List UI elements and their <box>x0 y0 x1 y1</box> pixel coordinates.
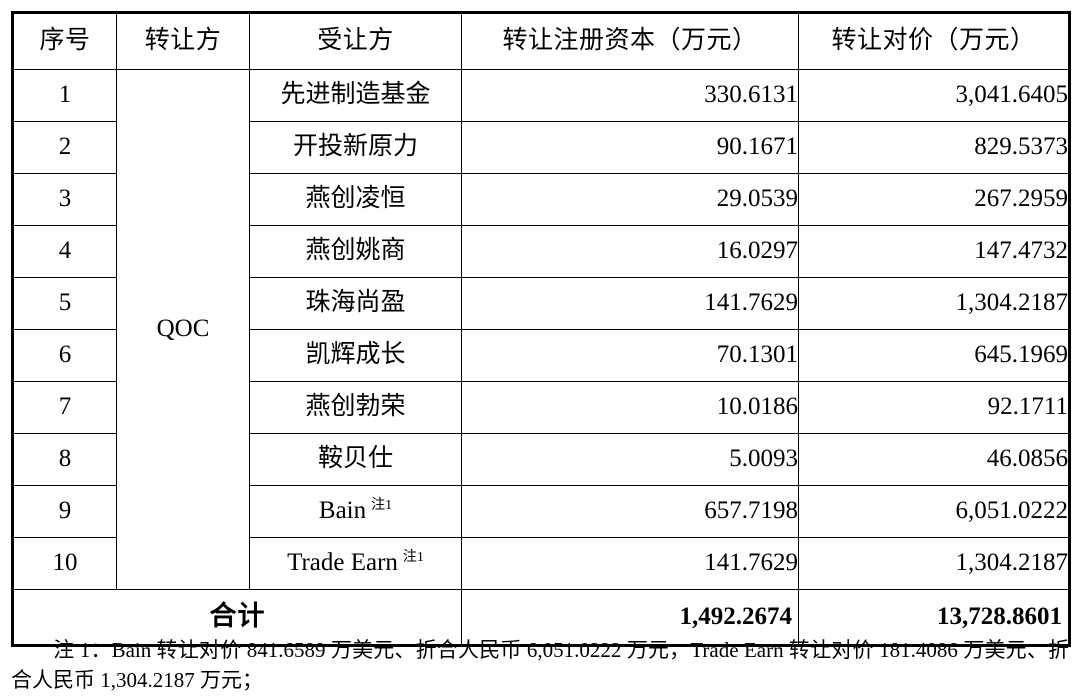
transferee-name: Bain <box>318 497 367 525</box>
column-header-transferee: 受让方 <box>249 12 462 70</box>
cell-transferee: 珠海尚盈 <box>249 277 462 330</box>
cell-capital: 141.7629 <box>461 537 799 590</box>
cell-seq: 3 <box>12 173 117 226</box>
cell-price: 46.0856 <box>798 433 1070 486</box>
cell-price: 6,051.0222 <box>798 485 1070 538</box>
cell-seq: 1 <box>12 69 117 122</box>
cell-transferee: Bain 注1 <box>249 485 462 538</box>
cell-transferee: 先进制造基金 <box>249 69 462 122</box>
cell-capital: 330.6131 <box>461 69 799 122</box>
cell-price: 1,304.2187 <box>798 537 1070 590</box>
cell-transferee: 鞍贝仕 <box>249 433 462 486</box>
cell-seq: 8 <box>12 433 117 486</box>
cell-transferee: 燕创姚商 <box>249 225 462 278</box>
cell-price: 267.2959 <box>798 173 1070 226</box>
column-header-transferor: 转让方 <box>116 12 250 70</box>
transferee-name: Trade Earn <box>287 549 398 577</box>
cell-seq: 9 <box>12 485 117 538</box>
footnote-marker: 注1 <box>371 497 393 513</box>
cell-seq: 4 <box>12 225 117 278</box>
cell-capital: 90.1671 <box>461 121 799 174</box>
cell-price: 829.5373 <box>798 121 1070 174</box>
footnote-text: 注 1：Bain 转让对价 841.6589 万美元、折合人民币 6,051.0… <box>11 638 1069 692</box>
table-total-row: 合计 1,492.2674 13,728.8601 <box>12 589 1070 646</box>
cell-capital: 29.0539 <box>461 173 799 226</box>
cell-capital: 16.0297 <box>461 225 799 278</box>
cell-price: 92.1711 <box>798 381 1070 434</box>
cell-price: 1,304.2187 <box>798 277 1070 330</box>
table-header: 序号 转让方 受让方 转让注册资本（万元） 转让对价（万元） <box>12 12 1070 70</box>
cell-capital: 10.0186 <box>461 381 799 434</box>
cell-seq: 10 <box>12 537 117 590</box>
cell-capital: 141.7629 <box>461 277 799 330</box>
table-footnote: 注 1：Bain 转让对价 841.6589 万美元、折合人民币 6,051.0… <box>11 636 1069 696</box>
cell-price: 3,041.6405 <box>798 69 1070 122</box>
table-row: 3 燕创凌恒 29.0539 267.2959 <box>12 173 1070 226</box>
column-header-capital: 转让注册资本（万元） <box>461 12 799 70</box>
cell-transferee: 燕创勃荣 <box>249 381 462 434</box>
cell-transferee: 开投新原力 <box>249 121 462 174</box>
table-row: 10 Trade Earn 注1 141.7629 1,304.2187 <box>12 537 1070 590</box>
transferee-name: 燕创勃荣 <box>305 393 406 421</box>
total-label: 合计 <box>12 589 462 646</box>
cell-transferee: 凯辉成长 <box>249 329 462 382</box>
transferee-name: 凯辉成长 <box>305 341 406 369</box>
cell-transferee: Trade Earn 注1 <box>249 537 462 590</box>
table-row: 1 QOC 先进制造基金 330.6131 3,041.6405 <box>12 69 1070 590</box>
table-row: 5 珠海尚盈 141.7629 1,304.2187 <box>12 277 1070 330</box>
cell-transferor: QOC <box>116 69 250 590</box>
transferee-name: 珠海尚盈 <box>305 289 406 317</box>
table-body: 1 QOC 先进制造基金 330.6131 3,041.6405 2 开投新原力… <box>12 69 1070 646</box>
equity-transfer-table: 序号 转让方 受让方 转让注册资本（万元） 转让对价（万元） 1 QOC 先进制… <box>11 11 1071 647</box>
cell-seq: 5 <box>12 277 117 330</box>
column-header-price: 转让对价（万元） <box>798 12 1070 70</box>
cell-seq: 7 <box>12 381 117 434</box>
equity-transfer-table-wrapper: 序号 转让方 受让方 转让注册资本（万元） 转让对价（万元） 1 QOC 先进制… <box>11 11 1071 647</box>
table-row: 8 鞍贝仕 5.0093 46.0856 <box>12 433 1070 486</box>
transferee-name: 燕创姚商 <box>305 237 406 265</box>
cell-seq: 6 <box>12 329 117 382</box>
transferee-name: 燕创凌恒 <box>305 185 406 213</box>
transferee-name: 开投新原力 <box>292 133 418 161</box>
total-price: 13,728.8601 <box>798 589 1070 646</box>
transferee-name: 鞍贝仕 <box>317 445 393 473</box>
table-row: 9 Bain 注1 657.7198 6,051.0222 <box>12 485 1070 538</box>
cell-price: 645.1969 <box>798 329 1070 382</box>
footnote-marker: 注1 <box>402 549 424 565</box>
table-row: 6 凯辉成长 70.1301 645.1969 <box>12 329 1070 382</box>
column-header-seq: 序号 <box>12 12 117 70</box>
cell-price: 147.4732 <box>798 225 1070 278</box>
total-capital: 1,492.2674 <box>461 589 799 646</box>
table-header-row: 序号 转让方 受让方 转让注册资本（万元） 转让对价（万元） <box>12 12 1070 70</box>
cell-capital: 70.1301 <box>461 329 799 382</box>
cell-seq: 2 <box>12 121 117 174</box>
cell-capital: 657.7198 <box>461 485 799 538</box>
table-row: 2 开投新原力 90.1671 829.5373 <box>12 121 1070 174</box>
cell-transferee: 燕创凌恒 <box>249 173 462 226</box>
cell-capital: 5.0093 <box>461 433 799 486</box>
transferee-name: 先进制造基金 <box>280 81 431 109</box>
